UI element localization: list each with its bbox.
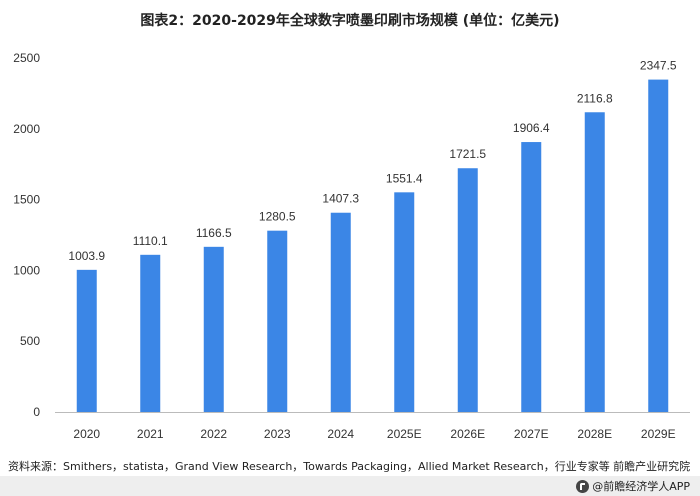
x-tick-label: 2028E — [577, 427, 612, 441]
x-tick-label: 2020 — [73, 427, 100, 441]
data-label: 2347.5 — [640, 59, 677, 73]
bar — [203, 246, 224, 412]
bar — [330, 212, 351, 412]
data-label: 1110.1 — [133, 234, 168, 248]
data-label: 1280.5 — [259, 210, 296, 224]
y-tick-label: 1500 — [13, 193, 40, 207]
brand-label: @前瞻经济学人APP — [592, 480, 690, 493]
bar — [648, 79, 669, 413]
y-axis: 0 500 1000 1500 2000 2500 — [13, 51, 40, 419]
data-label: 1407.3 — [322, 192, 359, 206]
data-label: 1906.4 — [513, 121, 550, 135]
y-tick-label: 2000 — [13, 122, 40, 136]
bar-series — [76, 79, 669, 413]
bar — [521, 142, 542, 412]
x-tick-label: 2024 — [327, 427, 354, 441]
bar — [584, 112, 605, 413]
bar — [267, 230, 288, 412]
bar — [76, 269, 97, 412]
bar — [394, 192, 415, 412]
data-labels: 1003.9 1110.1 1166.5 1280.5 1407.3 1551.4 1721… — [68, 59, 677, 263]
footer-bar: @前瞻经济学人APP — [0, 476, 700, 496]
source-note: 资料来源：Smithers，statista，Grand View Resear… — [8, 460, 691, 473]
brand: @前瞻经济学人APP — [576, 478, 690, 494]
bar — [140, 254, 161, 412]
x-tick-label: 2027E — [514, 427, 549, 441]
x-tick-label: 2022 — [200, 427, 227, 441]
data-label: 1551.4 — [386, 171, 423, 185]
data-label: 2116.8 — [577, 91, 613, 105]
x-axis: 2020 2021 2022 2023 2024 2025E 2026E 2027E 2028E… — [55, 412, 690, 441]
x-tick-label: 2021 — [137, 427, 164, 441]
x-tick-label: 2025E — [387, 427, 422, 441]
chart-title: 图表2：2020-2029年全球数字喷墨印刷市场规模 (单位：亿美元) — [140, 13, 560, 29]
x-tick-label: 2029E — [641, 427, 676, 441]
y-tick-label: 500 — [20, 334, 40, 348]
data-label: 1721.5 — [449, 147, 486, 161]
y-tick-label: 2500 — [13, 51, 40, 65]
data-label: 1166.5 — [196, 226, 232, 240]
bar — [457, 168, 478, 412]
y-tick-label: 0 — [33, 405, 40, 419]
x-tick-label: 2023 — [264, 427, 291, 441]
y-tick-label: 1000 — [13, 263, 40, 277]
brand-logo-icon — [576, 479, 590, 493]
data-label: 1003.9 — [68, 249, 105, 263]
x-tick-label: 2026E — [450, 427, 485, 441]
